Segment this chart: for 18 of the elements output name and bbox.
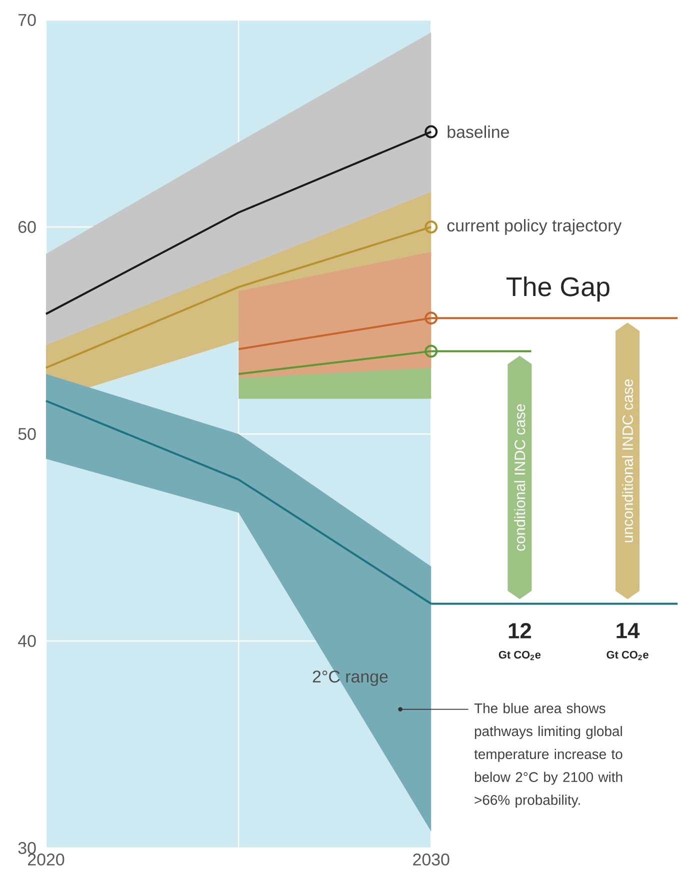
x-tick-label: 2020 [28, 854, 64, 866]
series-label: current policy trajectory [447, 219, 622, 235]
annotation: unconditional INDC case [622, 379, 634, 542]
y-tick-label: 30 [18, 842, 36, 854]
series-label: baseline [448, 126, 509, 138]
annotation: 2°C range [312, 670, 388, 686]
annotation: The blue area shows pathways limiting global temperature increase to below 2°C by 2100 with >66% probability. [474, 703, 622, 808]
annotation: conditional INDC case [514, 404, 526, 551]
y-tick-label: 70 [18, 14, 36, 26]
annotation: Gt CO$_{2}$e [498, 650, 541, 660]
annotation: 12 [508, 622, 532, 638]
y-tick-label: 50 [18, 428, 36, 440]
x-tick-label: 2030 [413, 854, 450, 866]
annotation: 14 [616, 623, 640, 638]
y-tick-label: 60 [18, 220, 36, 233]
annotation: The Gap [506, 276, 610, 302]
annotation: Gt CO$_{2}$e [606, 650, 648, 660]
y-tick-label: 40 [18, 635, 36, 647]
